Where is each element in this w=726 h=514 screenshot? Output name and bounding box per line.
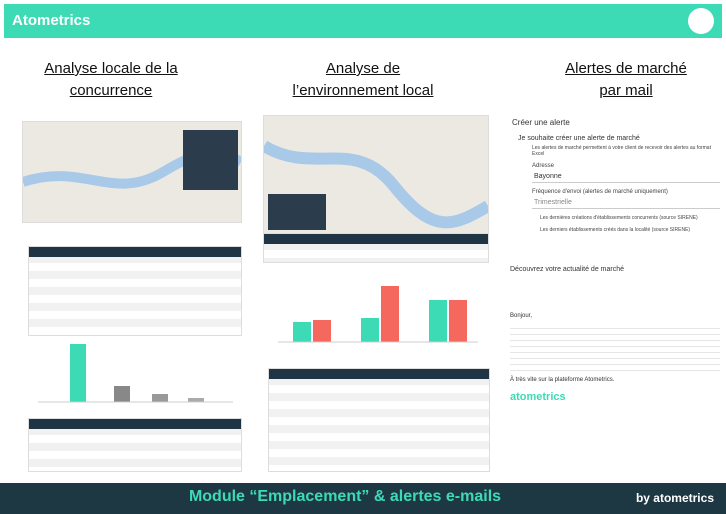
form-title: Créer une alerte — [512, 118, 570, 127]
map-art — [264, 140, 488, 230]
table-thumbnail — [28, 418, 242, 472]
alert-form: Créer une alerte Je souhaite créer une a… — [512, 118, 720, 242]
email-body — [510, 323, 720, 373]
logo — [688, 8, 714, 34]
header-bar: Atometrics — [4, 4, 722, 38]
email-preview: Découvrez votre actualité de marché Bonj… — [510, 266, 720, 416]
email-subject: Découvrez votre actualité de marché — [510, 266, 624, 273]
map-thumbnail — [263, 115, 489, 237]
field-label: Adresse — [532, 163, 555, 169]
email-greeting: Bonjour, — [510, 313, 533, 319]
table-thumbnail — [268, 368, 490, 472]
column-title: Alertes de marché par mail — [565, 60, 687, 99]
field-label: Fréquence d'envoi (alertes de marché uni… — [532, 189, 668, 195]
table-header — [29, 419, 241, 429]
brand: Atometrics — [12, 12, 91, 29]
email-signature: atometrics — [510, 391, 566, 403]
form-description: Les alertes de marché permettent à votre… — [532, 145, 711, 157]
checkbox-label[interactable]: Je souhaite créer une alerte de marché — [518, 135, 640, 142]
map-thumbnail — [22, 121, 242, 223]
table-thumbnail — [263, 233, 489, 263]
map-art — [23, 130, 241, 190]
table-thumbnail — [28, 246, 242, 336]
table-header — [269, 369, 489, 379]
table-header — [264, 234, 488, 244]
table-header — [29, 247, 241, 257]
column-title: Analyse de l’environnement local — [292, 60, 434, 99]
footer-by: by — [635, 491, 650, 505]
option[interactable]: Les derniers établissements créés dans l… — [540, 227, 691, 233]
footer-title: Module “Emplacement” & alertes e-mails — [188, 488, 502, 505]
footer-bar: Module “Emplacement” & alertes e-mails b… — [0, 483, 726, 514]
footer-brand-name: atometrics — [653, 491, 714, 505]
chart-thumbnail — [38, 344, 233, 403]
frequency-field[interactable]: Trimestrielle — [532, 197, 720, 209]
option[interactable]: Les dernières créations d'établissements… — [540, 215, 698, 221]
footer-brand: by atometrics — [636, 491, 714, 505]
email-closing: À très vite sur la plateforme Atometrics… — [510, 377, 615, 383]
column-title: Analyse locale de la concurrence — [44, 60, 178, 99]
chart-thumbnail — [278, 286, 478, 343]
address-field[interactable]: Bayonne — [532, 171, 720, 183]
